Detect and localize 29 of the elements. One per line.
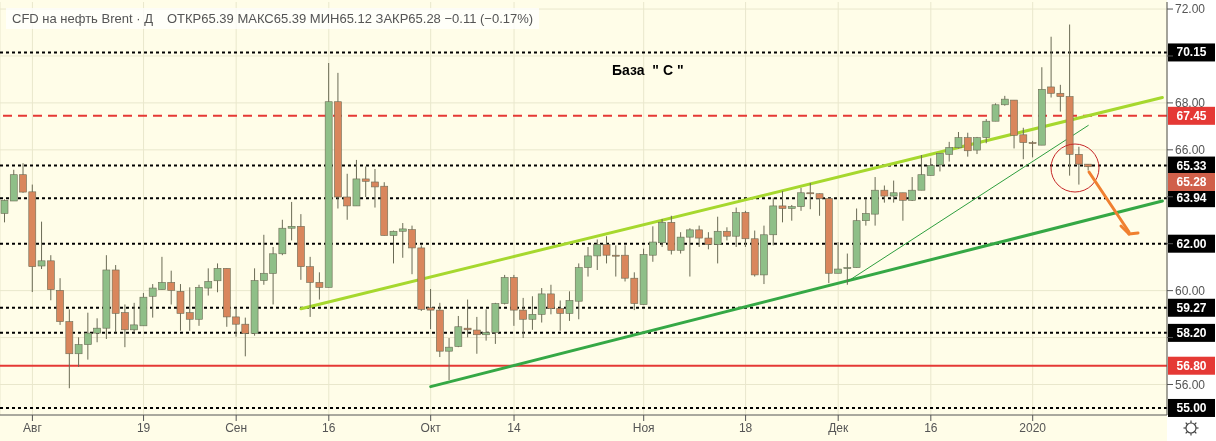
y-tick-label: 66.00 <box>1175 143 1206 158</box>
text: ОТКР65.39 МАКС65.39 МИН65.12 ЗАКР65.28 −0.11 (−0.17%) <box>166 11 534 26</box>
ref-line-label: 70.15 <box>1176 45 1207 60</box>
ref-line-label: 62.00 <box>1176 236 1207 251</box>
ref-line-label: 63.94 <box>1176 191 1207 206</box>
x-tick-label: 2020 <box>1019 420 1047 435</box>
y-tick-label: 60.00 <box>1175 283 1206 298</box>
annotation: База " С " <box>612 62 684 78</box>
x-tick-label: Ноя <box>632 420 655 435</box>
y-tick-label: 72.00 <box>1175 2 1206 17</box>
x-tick-label: Сен <box>225 420 248 435</box>
ref-line-label: 59.27 <box>1176 300 1207 315</box>
text: CFD на нефть Brent · Д <box>12 11 153 26</box>
ref-line-label: 55.00 <box>1176 400 1207 415</box>
ref-line-label: 56.80 <box>1176 358 1207 373</box>
x-tick-label: 16 <box>322 420 336 435</box>
x-tick-label: Авг <box>23 420 43 435</box>
x-tick-label: 14 <box>507 420 522 435</box>
y-tick-label: 68.00 <box>1175 96 1206 111</box>
ref-line-label: 65.33 <box>1176 158 1207 173</box>
y-tick-label: 56.00 <box>1175 377 1206 392</box>
x-tick-label: Дек <box>828 420 849 435</box>
x-tick-label: 18 <box>738 420 753 435</box>
ref-line-label: 58.20 <box>1176 325 1207 340</box>
ref-line-label: 67.45 <box>1176 108 1207 123</box>
x-tick-label: 16 <box>924 420 938 435</box>
text: 65.28 <box>1168 173 1215 191</box>
x-tick-label: Окт <box>420 420 442 435</box>
x-tick-label: 19 <box>136 420 151 435</box>
